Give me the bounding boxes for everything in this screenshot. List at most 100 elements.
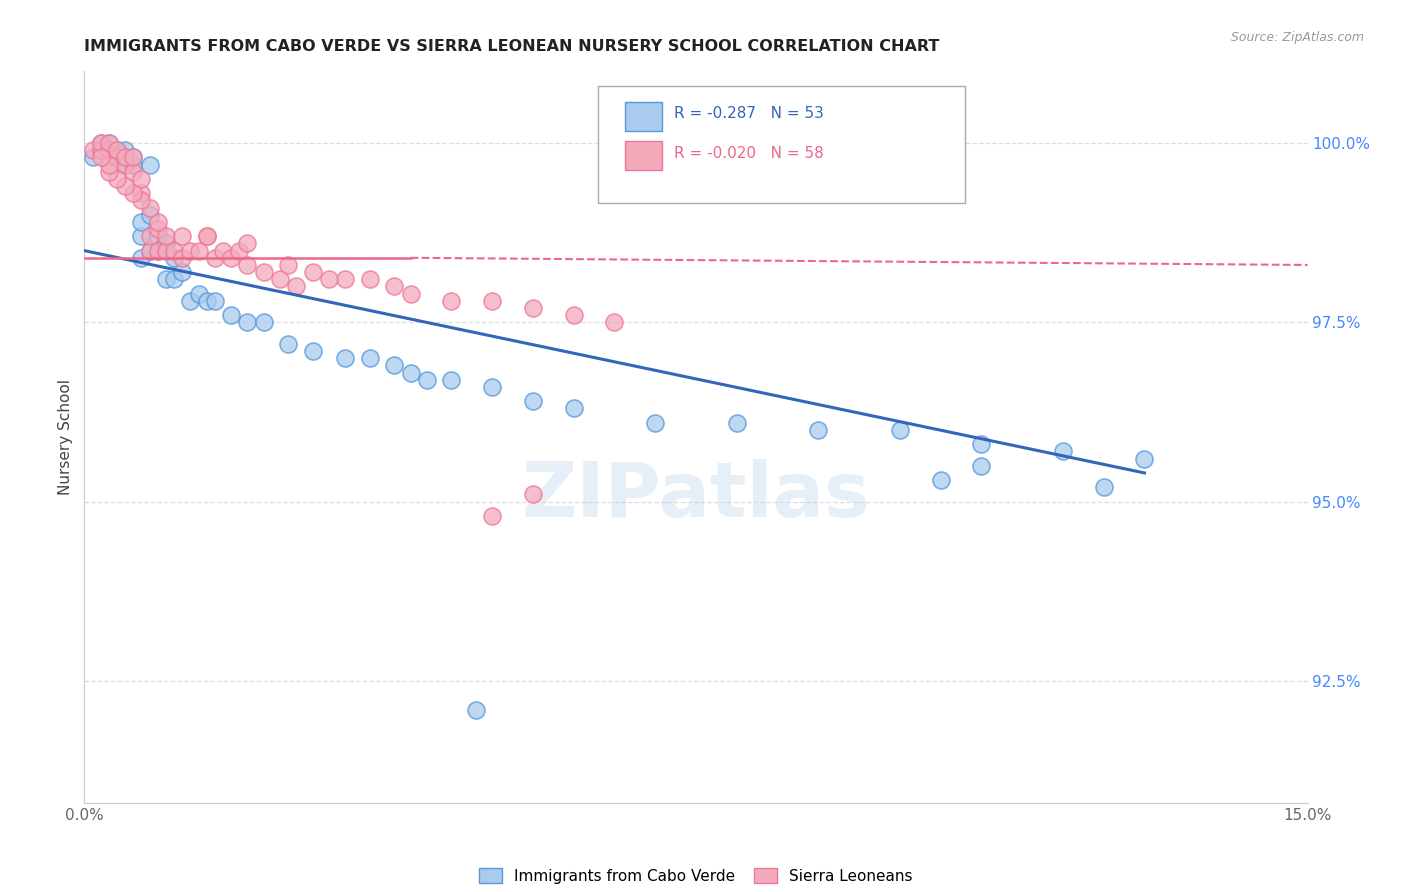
Text: R = -0.020   N = 58: R = -0.020 N = 58 bbox=[673, 145, 824, 161]
Point bbox=[138, 244, 160, 258]
Point bbox=[929, 473, 952, 487]
Point bbox=[253, 265, 276, 279]
Point bbox=[114, 158, 136, 172]
Point bbox=[114, 179, 136, 194]
Point bbox=[440, 293, 463, 308]
Point bbox=[163, 244, 186, 258]
Point bbox=[219, 308, 242, 322]
Point bbox=[146, 229, 169, 244]
Point bbox=[131, 251, 153, 265]
Point bbox=[97, 165, 120, 179]
Point bbox=[318, 272, 340, 286]
Point bbox=[285, 279, 308, 293]
Point bbox=[335, 351, 357, 366]
Point bbox=[440, 373, 463, 387]
Point bbox=[122, 186, 145, 201]
Point bbox=[97, 158, 120, 172]
Point bbox=[335, 272, 357, 286]
Point bbox=[82, 143, 104, 157]
Point bbox=[97, 136, 120, 150]
Point bbox=[97, 136, 120, 150]
Point bbox=[97, 143, 120, 157]
Point bbox=[105, 143, 128, 157]
Point bbox=[105, 172, 128, 186]
Point bbox=[195, 293, 218, 308]
Point bbox=[481, 380, 503, 394]
Point bbox=[603, 315, 626, 329]
Point bbox=[146, 222, 169, 236]
Point bbox=[90, 143, 112, 157]
Point bbox=[90, 136, 112, 150]
Point bbox=[1092, 480, 1115, 494]
Point bbox=[204, 251, 226, 265]
Point bbox=[105, 150, 128, 164]
Point bbox=[1052, 444, 1074, 458]
Point bbox=[146, 215, 169, 229]
Point bbox=[122, 158, 145, 172]
Point bbox=[236, 315, 259, 329]
Point bbox=[90, 143, 112, 157]
Point bbox=[382, 359, 405, 373]
FancyBboxPatch shape bbox=[626, 141, 662, 170]
Point bbox=[301, 265, 323, 279]
Point bbox=[195, 229, 218, 244]
Point bbox=[155, 229, 177, 244]
Point bbox=[562, 401, 585, 416]
Point bbox=[138, 158, 160, 172]
Text: IMMIGRANTS FROM CABO VERDE VS SIERRA LEONEAN NURSERY SCHOOL CORRELATION CHART: IMMIGRANTS FROM CABO VERDE VS SIERRA LEO… bbox=[84, 38, 939, 54]
Point bbox=[725, 416, 748, 430]
Y-axis label: Nursery School: Nursery School bbox=[58, 379, 73, 495]
Point bbox=[131, 215, 153, 229]
Point bbox=[90, 150, 112, 164]
Point bbox=[146, 244, 169, 258]
Point bbox=[163, 272, 186, 286]
Point bbox=[122, 150, 145, 164]
Point bbox=[212, 244, 235, 258]
Point bbox=[138, 244, 160, 258]
Point bbox=[172, 251, 194, 265]
Point bbox=[204, 293, 226, 308]
FancyBboxPatch shape bbox=[598, 86, 965, 203]
Point bbox=[399, 286, 422, 301]
Point bbox=[138, 208, 160, 222]
Text: ZIPatlas: ZIPatlas bbox=[522, 458, 870, 533]
Point bbox=[172, 265, 194, 279]
Point bbox=[464, 702, 486, 716]
Point bbox=[277, 258, 299, 272]
Point bbox=[970, 437, 993, 451]
Point bbox=[114, 158, 136, 172]
Point bbox=[481, 508, 503, 523]
Point bbox=[228, 244, 250, 258]
Point bbox=[807, 423, 830, 437]
Point bbox=[131, 186, 153, 201]
Point bbox=[889, 423, 911, 437]
Point bbox=[562, 308, 585, 322]
Point bbox=[155, 272, 177, 286]
Point bbox=[187, 286, 209, 301]
Point bbox=[236, 236, 259, 251]
Point bbox=[122, 165, 145, 179]
Point bbox=[382, 279, 405, 293]
Point bbox=[131, 229, 153, 244]
Point bbox=[90, 136, 112, 150]
Point bbox=[114, 150, 136, 164]
Point bbox=[172, 229, 194, 244]
Point bbox=[522, 487, 544, 501]
Point bbox=[114, 143, 136, 157]
FancyBboxPatch shape bbox=[626, 102, 662, 131]
Point bbox=[970, 458, 993, 473]
Point bbox=[195, 229, 218, 244]
Point bbox=[481, 293, 503, 308]
Point bbox=[644, 416, 666, 430]
Point bbox=[122, 150, 145, 164]
Point bbox=[105, 143, 128, 157]
Point bbox=[138, 201, 160, 215]
Text: Source: ZipAtlas.com: Source: ZipAtlas.com bbox=[1230, 31, 1364, 45]
Point bbox=[522, 394, 544, 409]
Point bbox=[522, 301, 544, 315]
Point bbox=[105, 150, 128, 164]
Legend: Immigrants from Cabo Verde, Sierra Leoneans: Immigrants from Cabo Verde, Sierra Leone… bbox=[474, 862, 918, 890]
Point bbox=[359, 351, 381, 366]
Point bbox=[131, 194, 153, 208]
Point bbox=[253, 315, 276, 329]
